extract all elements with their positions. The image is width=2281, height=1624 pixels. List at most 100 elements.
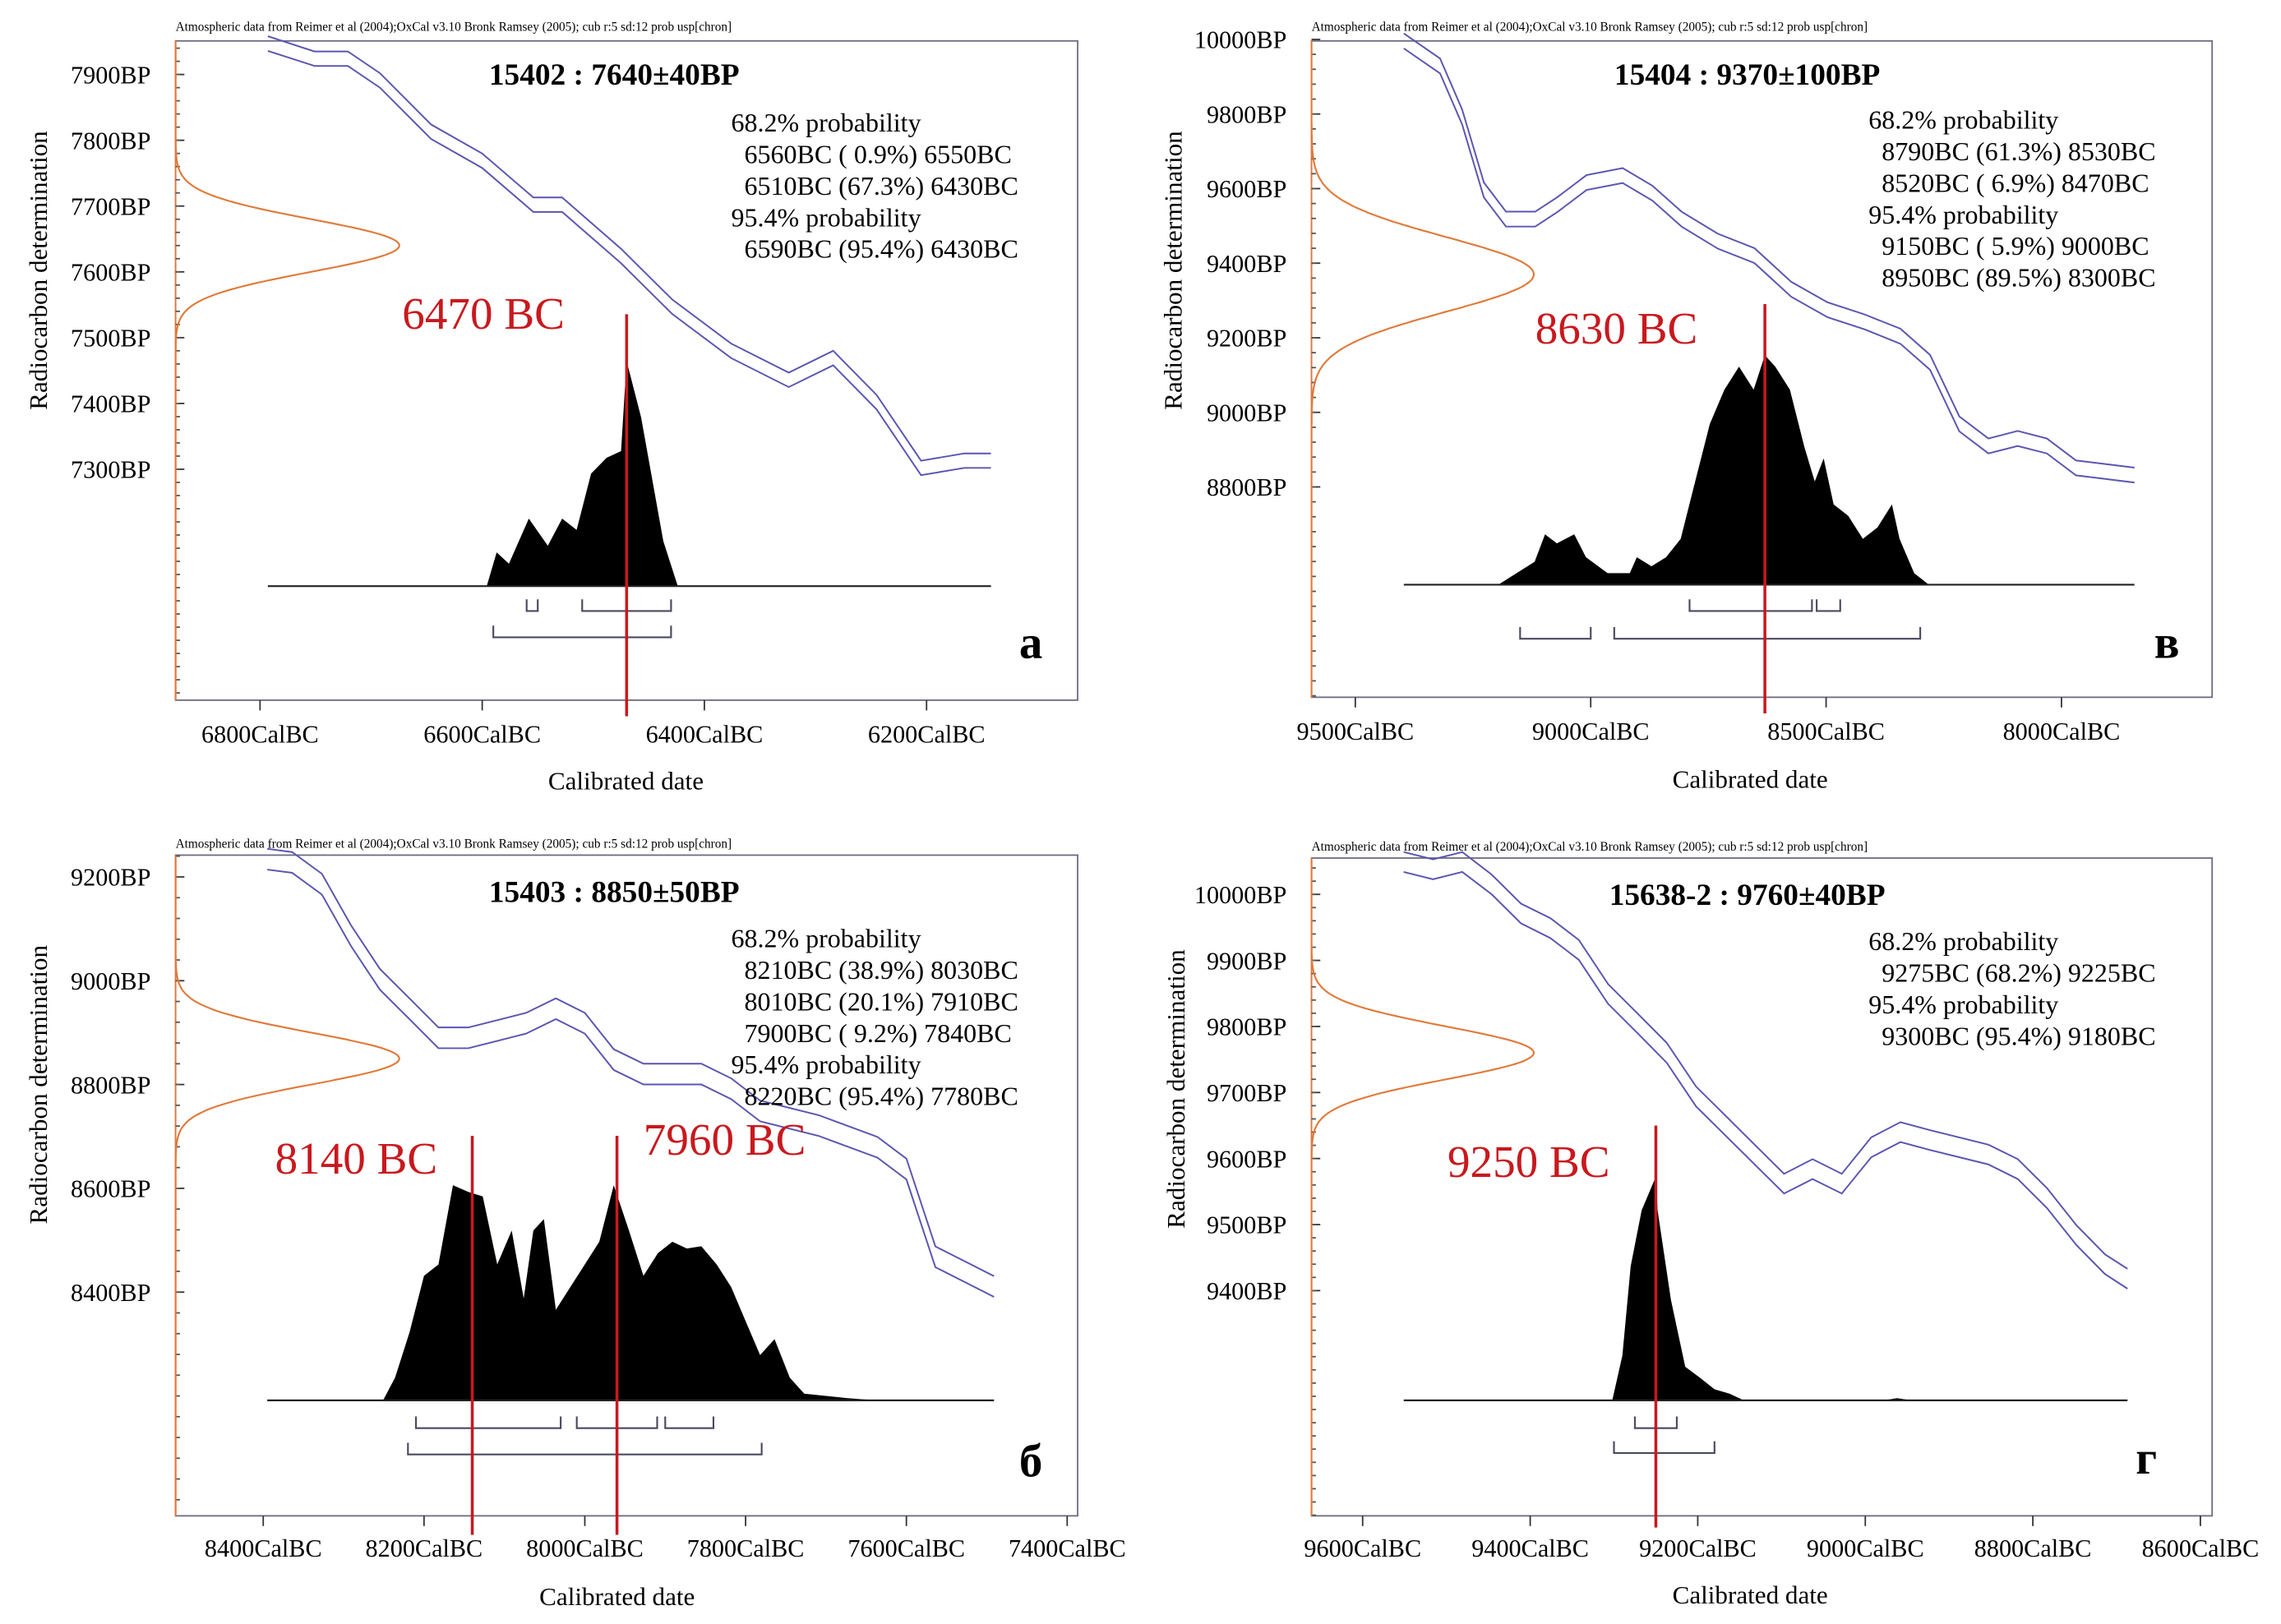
median-label: 8140 BC bbox=[275, 1133, 438, 1183]
range-bracket-68 bbox=[664, 1416, 715, 1429]
range-bracket-95 bbox=[1613, 627, 1922, 640]
radiocarbon-gaussian bbox=[174, 856, 400, 1516]
median-label: 6470 BC bbox=[402, 288, 565, 339]
probability-line: 68.2% probability bbox=[1868, 105, 2058, 135]
y-axis-label: Radiocarbon determination bbox=[1161, 949, 1190, 1229]
probability-line: 95.4% probability bbox=[1868, 990, 2058, 1019]
radiocarbon-gaussian bbox=[1310, 858, 1535, 1516]
probability-line: 8210BC (38.9%) 8030BC bbox=[731, 955, 1018, 985]
calibration-curve-upper bbox=[267, 35, 991, 462]
probability-line: 9275BC (68.2%) 9225BC bbox=[1868, 957, 2155, 987]
x-tick-label: 8600CalBC bbox=[2142, 1534, 2260, 1562]
median-label: 8630 BC bbox=[1535, 303, 1698, 353]
range-bracket-95 bbox=[492, 625, 672, 639]
y-tick-label: 9200BP bbox=[1207, 325, 1286, 353]
y-axis-label: Radiocarbon determination bbox=[24, 131, 53, 410]
range-bracket-68 bbox=[1688, 599, 1813, 612]
y-tick-label: 7300BP bbox=[71, 456, 150, 484]
x-axis-label: Calibrated date bbox=[548, 766, 704, 795]
y-tick-label: 7700BP bbox=[71, 192, 150, 220]
y-tick-label: 9600BP bbox=[1207, 175, 1286, 203]
calibration-curve-upper bbox=[267, 847, 995, 1277]
y-tick-label: 9500BP bbox=[1207, 1211, 1286, 1239]
chart-header-note: Atmospheric data from Reimer et al (2004… bbox=[176, 20, 732, 34]
plot-frame bbox=[1310, 857, 2214, 1517]
x-tick-label: 6200CalBC bbox=[868, 721, 986, 749]
y-axis-label: Radiocarbon determination bbox=[24, 945, 53, 1225]
x-tick-label: 8000CalBC bbox=[2003, 717, 2121, 745]
y-tick-label: 8600BP bbox=[71, 1175, 150, 1203]
x-tick-label: 9400CalBC bbox=[1471, 1534, 1589, 1562]
calibrated-distribution bbox=[487, 361, 678, 587]
y-tick-label: 9600BP bbox=[1207, 1145, 1286, 1173]
y-tick-label: 7900BP bbox=[71, 61, 150, 89]
panel-letter: г bbox=[2136, 1433, 2157, 1484]
probability-line: 68.2% probability bbox=[731, 108, 921, 137]
sample-title: 15402 : 7640±40BP bbox=[489, 58, 740, 92]
y-tick-label: 10000BP bbox=[1194, 26, 1287, 54]
y-tick-label: 9800BP bbox=[1207, 1013, 1286, 1041]
x-tick-label: 7400CalBC bbox=[1009, 1534, 1126, 1562]
y-tick-label: 7800BP bbox=[71, 127, 150, 155]
range-bracket-68 bbox=[525, 599, 539, 612]
x-tick-label: 8000CalBC bbox=[526, 1534, 644, 1562]
y-tick-label: 9200BP bbox=[71, 864, 150, 892]
x-tick-label: 8800CalBC bbox=[1974, 1534, 2092, 1562]
probability-line: 68.2% probability bbox=[731, 924, 921, 953]
probability-line: 8520BC ( 6.9%) 8470BC bbox=[1868, 168, 2149, 197]
y-tick-label: 7500BP bbox=[71, 325, 150, 353]
x-axis-label: Calibrated date bbox=[1673, 1580, 1828, 1609]
y-tick-label: 9400BP bbox=[1207, 250, 1286, 278]
x-tick-label: 9000CalBC bbox=[1807, 1534, 1924, 1562]
x-axis-label: Calibrated date bbox=[1673, 765, 1828, 794]
x-tick-label: 8500CalBC bbox=[1767, 717, 1885, 745]
x-tick-label: 7600CalBC bbox=[847, 1534, 965, 1562]
y-tick-label: 10000BP bbox=[1194, 881, 1287, 909]
probability-line: 68.2% probability bbox=[1868, 926, 2058, 956]
x-tick-label: 6800CalBC bbox=[201, 721, 319, 749]
range-bracket-95 bbox=[1519, 627, 1592, 640]
radiocarbon-gaussian bbox=[174, 40, 400, 700]
calibration-curve-upper bbox=[1403, 851, 2128, 1270]
x-tick-label: 9600CalBC bbox=[1304, 1534, 1421, 1562]
range-bracket-68 bbox=[415, 1416, 562, 1429]
calibration-curve-lower bbox=[1403, 870, 2128, 1290]
y-tick-label: 9400BP bbox=[1207, 1277, 1286, 1305]
x-tick-label: 6600CalBC bbox=[423, 721, 541, 749]
probability-line: 8790BC (61.3%) 8530BC bbox=[1868, 136, 2155, 166]
y-tick-label: 7400BP bbox=[71, 390, 150, 418]
x-tick-label: 9200CalBC bbox=[1639, 1534, 1757, 1562]
range-bracket-95 bbox=[1613, 1441, 1715, 1454]
sample-title: 15403 : 8850±50BP bbox=[489, 875, 740, 909]
probability-line: 95.4% probability bbox=[731, 202, 921, 232]
probability-line: 8950BC (89.5%) 8300BC bbox=[1868, 263, 2155, 293]
x-tick-label: 9500CalBC bbox=[1296, 717, 1414, 745]
probability-line: 9300BC (95.4%) 9180BC bbox=[1868, 1021, 2155, 1050]
x-tick-label: 7800CalBC bbox=[687, 1534, 805, 1562]
probability-line: 8220BC (95.4%) 7780BC bbox=[731, 1082, 1018, 1111]
y-tick-label: 7600BP bbox=[71, 258, 150, 286]
x-tick-label: 9000CalBC bbox=[1532, 717, 1650, 745]
panel-letter: в bbox=[2154, 616, 2180, 668]
probability-line: 95.4% probability bbox=[1868, 200, 2058, 229]
calibrated-distribution bbox=[383, 1185, 878, 1400]
probability-line: 8010BC (20.1%) 7910BC bbox=[731, 986, 1018, 1016]
chart-panel-2: Atmospheric data from Reimer et al (2004… bbox=[1158, 20, 2214, 794]
chart-panel-3: Atmospheric data from Reimer et al (2004… bbox=[24, 837, 1126, 1611]
chart-header-note: Atmospheric data from Reimer et al (2004… bbox=[176, 837, 732, 851]
calibration-curve-lower bbox=[267, 869, 995, 1298]
chart-panel-1: Atmospheric data from Reimer et al (2004… bbox=[24, 20, 1078, 795]
x-axis-label: Calibrated date bbox=[539, 1582, 695, 1611]
calibration-curve-lower bbox=[1403, 48, 2135, 484]
x-tick-label: 8400CalBC bbox=[205, 1534, 322, 1562]
chart-header-note: Atmospheric data from Reimer et al (2004… bbox=[1312, 840, 1868, 854]
panel-letter: б bbox=[1019, 1435, 1042, 1487]
chart-header-note: Atmospheric data from Reimer et al (2004… bbox=[1312, 20, 1868, 34]
probability-line: 95.4% probability bbox=[731, 1050, 921, 1079]
radiocarbon-gaussian bbox=[1310, 40, 1535, 698]
probability-line: 7900BC ( 9.2%) 7840BC bbox=[731, 1018, 1011, 1048]
probability-line: 6560BC ( 0.9%) 6550BC bbox=[731, 139, 1011, 168]
x-tick-label: 8200CalBC bbox=[365, 1534, 483, 1562]
probability-line: 9150BC ( 5.9%) 9000BC bbox=[1868, 231, 2149, 261]
